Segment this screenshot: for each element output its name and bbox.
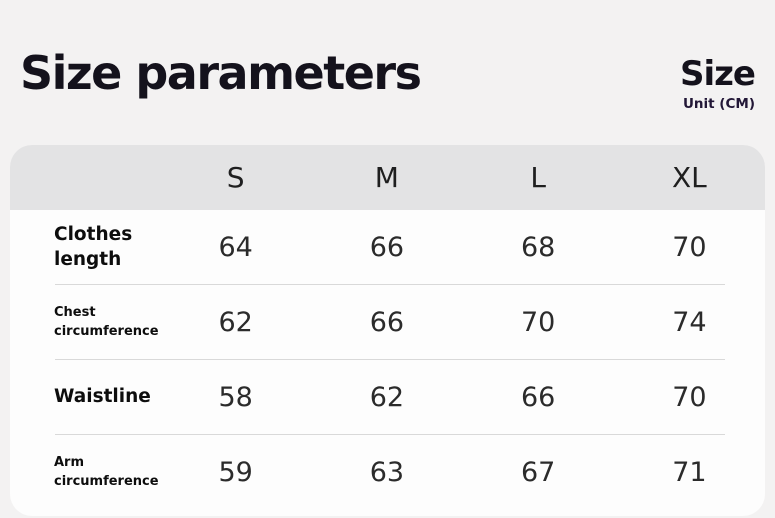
row-label: Clothes length <box>54 223 133 270</box>
unit-label: Unit (CM) <box>682 95 755 112</box>
table-row-arm-circumference: Arm circumference 59 63 67 71 <box>10 435 765 510</box>
column-header-m: M <box>374 161 399 194</box>
value-cell: 66 <box>369 307 405 338</box>
value-cell: 59 <box>218 457 253 488</box>
table-header-row: S M L XL <box>10 145 765 210</box>
value-cell: 74 <box>672 307 707 338</box>
value-cell: 62 <box>369 382 405 413</box>
value-cell: 58 <box>218 382 253 413</box>
value-cell: 66 <box>369 232 405 263</box>
row-label: Waistline <box>54 386 151 408</box>
value-cell: 64 <box>218 232 253 263</box>
column-header-l: L <box>530 161 546 194</box>
value-cell: 68 <box>520 232 556 263</box>
value-cell: 71 <box>672 457 707 488</box>
size-table-card: S M L XL Clothes length 64 66 68 70 Ches… <box>10 145 765 516</box>
value-cell: 66 <box>520 382 556 413</box>
page-title: Size parameters <box>20 46 422 100</box>
value-cell: 63 <box>369 457 405 488</box>
table-row-chest-circumference: Chest circumference 62 66 70 74 <box>10 285 765 360</box>
column-header-s: S <box>226 161 245 194</box>
row-label: Chest circumference <box>54 304 159 339</box>
size-label: Size <box>680 54 756 94</box>
table-row-clothes-length: Clothes length 64 66 68 70 <box>10 210 765 285</box>
value-cell: 62 <box>218 307 253 338</box>
table-row-waistline: Waistline 58 62 66 70 <box>10 360 765 435</box>
value-cell: 70 <box>672 232 707 263</box>
row-label: Arm circumference <box>54 454 159 489</box>
column-header-xl: XL <box>671 161 707 194</box>
value-cell: 70 <box>672 382 707 413</box>
size-unit-block: Size Unit (CM) <box>680 54 756 112</box>
value-cell: 67 <box>520 457 556 488</box>
value-cell: 70 <box>520 307 556 338</box>
